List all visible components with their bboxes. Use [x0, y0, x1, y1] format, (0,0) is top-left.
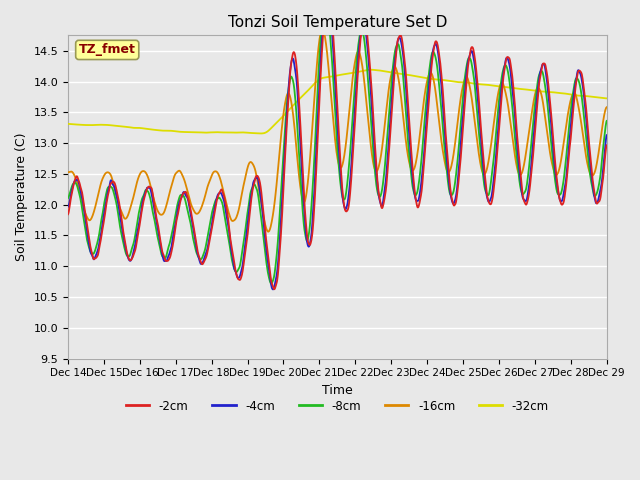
Title: Tonzi Soil Temperature Set D: Tonzi Soil Temperature Set D [228, 15, 447, 30]
Y-axis label: Soil Temperature (C): Soil Temperature (C) [15, 132, 28, 261]
Text: TZ_fmet: TZ_fmet [79, 43, 136, 57]
Legend: -2cm, -4cm, -8cm, -16cm, -32cm: -2cm, -4cm, -8cm, -16cm, -32cm [121, 395, 554, 417]
X-axis label: Time: Time [322, 384, 353, 397]
